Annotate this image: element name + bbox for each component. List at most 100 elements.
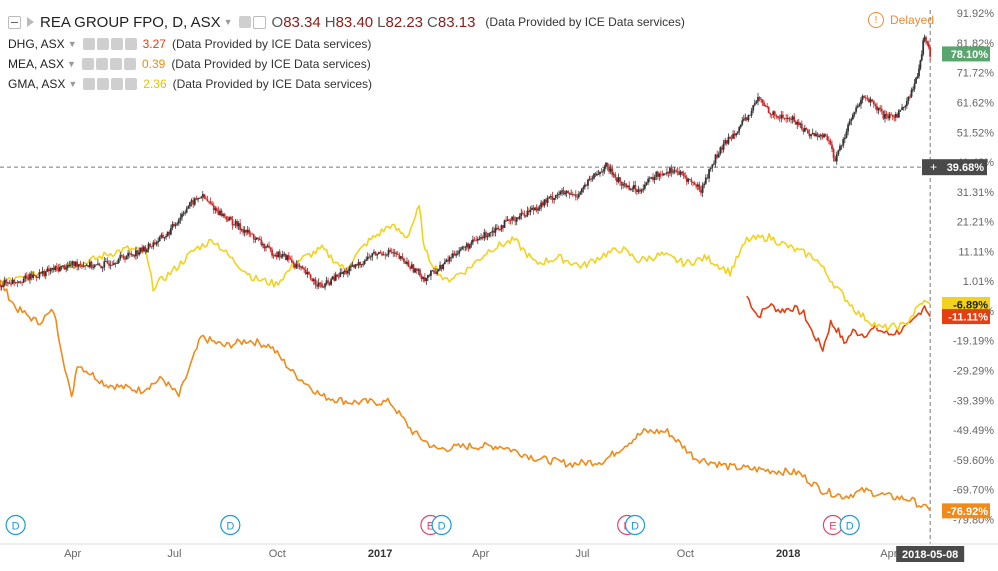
candle-body [887,115,890,119]
series-note-gma: (Data Provided by ICE Data services) [172,77,373,91]
eye-icon[interactable] [82,38,95,50]
candle-body [392,252,395,254]
candle-body [390,251,393,253]
legend-row-dhg[interactable]: DHG, ASX ▼ 3.27 (Data Provided by ICE Da… [8,34,685,54]
candle-body [871,99,874,101]
candle-body [8,282,11,284]
candle-body [625,183,628,188]
candle-body [602,171,604,173]
candle-body [190,200,193,203]
series-name-gma[interactable]: GMA, ASX [8,77,66,91]
legend-row-gma[interactable]: GMA, ASX ▼ 2.36 (Data Provided by ICE Da… [8,74,685,94]
low-value: 82.23 [385,13,424,31]
candle-body [495,227,498,229]
candle-body [532,207,535,211]
candle-body [752,105,755,111]
close-icon[interactable] [125,78,138,90]
candle-body [354,264,357,268]
candle-body [220,210,223,217]
close-icon[interactable] [124,38,137,50]
candle-body [298,265,301,267]
candle-body [328,281,331,285]
collapse-legend-icon[interactable] [8,15,21,29]
candle-body [491,230,494,233]
eye-icon[interactable] [238,16,251,28]
event-marker-d[interactable] [220,514,241,536]
candle-body [669,167,671,174]
plus-icon[interactable] [110,38,123,50]
chevron-down-icon[interactable]: ▼ [223,17,233,27]
candle-body [43,271,46,277]
candle-body [767,106,770,114]
series-name-dhg[interactable]: DHG, ASX [8,37,65,51]
eye-icon[interactable] [81,58,94,70]
candle-body [135,250,137,257]
series-line-gma[interactable] [0,204,931,332]
candle-body [453,253,456,256]
candle-body [407,261,410,267]
candle-body [447,259,449,262]
candle-body [896,114,899,118]
event-marker-d[interactable] [5,514,26,536]
candle-body [512,216,515,221]
event-marker-d[interactable] [431,514,452,536]
candle-body [486,236,489,238]
candle-body [588,178,591,180]
candle-body [548,196,551,199]
main-symbol-title[interactable]: REA GROUP FPO, D, ASX [40,13,221,31]
close-icon[interactable] [123,58,136,70]
settings-icon[interactable] [96,38,109,50]
candle-body [858,104,861,107]
close-label: C [427,13,438,31]
flag-icon[interactable] [27,17,34,27]
candle-body [704,177,707,184]
y-axis-tick-label: 51.52% [957,127,995,139]
candle-body [505,220,507,222]
delayed-indicator[interactable]: ! Delayed [868,12,934,28]
candle-body [27,276,30,280]
candle-body [158,237,161,242]
settings-icon[interactable] [95,58,108,70]
candle-body [803,128,806,132]
candle-body [815,133,817,136]
candle-body [124,258,126,260]
crosshair-value-label: 39.68% [947,162,985,174]
candle-body [430,270,432,276]
candle-body [808,133,811,137]
event-marker-d[interactable] [839,514,860,536]
chevron-down-icon[interactable]: ▼ [67,59,76,69]
legend-row-mea[interactable]: MEA, ASX ▼ 0.39 (Data Provided by ICE Da… [8,54,685,74]
candle-body [652,177,654,180]
candle-body [374,251,377,256]
event-marker-d[interactable] [624,514,646,536]
plus-icon[interactable] [111,78,124,90]
candle-body [268,245,270,248]
candle-body [587,179,589,186]
candle-body [324,283,326,288]
candle-body [577,194,580,198]
eye-icon[interactable] [83,78,96,90]
plus-icon[interactable] [109,58,122,70]
candle-body [739,124,742,128]
series-line-mea[interactable] [0,279,931,512]
main-data-note: (Data Provided by ICE Data services) [485,15,685,29]
candle-body [800,123,803,130]
event-marker-letter: D [631,521,639,533]
candle-body [62,265,64,267]
series-name-mea[interactable]: MEA, ASX [8,57,65,71]
candle-body [850,119,853,121]
series-line-dhg[interactable] [746,295,931,352]
settings-icon[interactable] [252,15,266,29]
settings-icon[interactable] [97,78,110,90]
candle-body [786,117,789,119]
candle-body [87,265,90,268]
chevron-down-icon[interactable]: ▼ [67,39,77,49]
y-axis-tick-label: 31.31% [957,187,995,199]
chevron-down-icon[interactable]: ▼ [68,79,78,89]
candle-body [369,256,372,258]
candle-body [506,219,509,221]
candle-body [166,231,169,237]
